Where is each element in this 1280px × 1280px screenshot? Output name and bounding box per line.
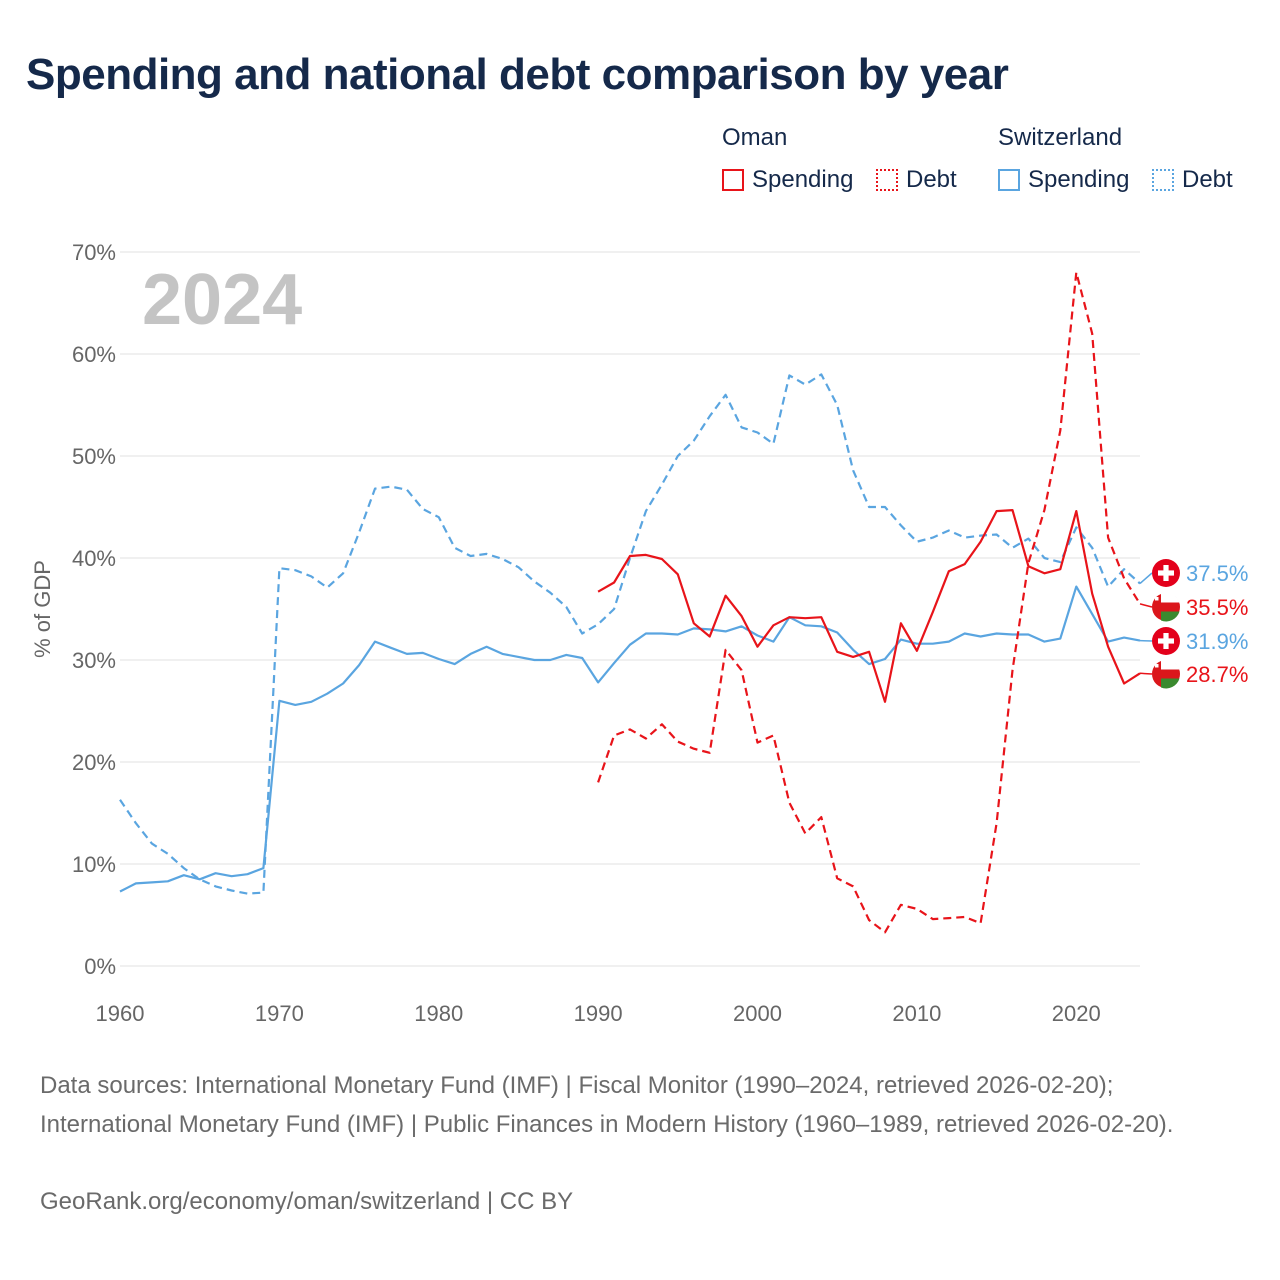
x-tick-label: 1990: [574, 1001, 623, 1026]
flag-emblem: [1155, 597, 1159, 601]
y-tick-label: 30%: [72, 648, 116, 673]
flag-cross-horizontal: [1158, 638, 1174, 644]
legend-label-oman-debt: Debt: [906, 166, 957, 193]
flag-green-band: [1161, 611, 1180, 622]
legend-switzerland-spending[interactable]: Spending: [998, 166, 1129, 194]
flag-green-band: [1161, 678, 1180, 689]
flag-white-band: [1161, 659, 1180, 670]
oman-spending-line: [597, 509, 1141, 703]
end-value-label: 28.7%: [1186, 662, 1248, 687]
legend-group-oman: Oman: [722, 124, 788, 151]
data-sources: Data sources: International Monetary Fun…: [40, 1072, 1174, 1138]
line-chart: 0% 10% 20% 30% 40% 50% 60% 70% 1960 1970 1980 1990 2…: [30, 240, 1248, 1026]
legend-swatch-switzerland-spending: [998, 169, 1020, 191]
x-tick-label: 2010: [892, 1001, 941, 1026]
end-label-connector: [1139, 672, 1153, 675]
switzerland-debt-line: [119, 373, 1141, 895]
legend-label-oman-spending: Spending: [752, 166, 854, 193]
end-label-connector: [1139, 572, 1153, 585]
year-watermark: 2024: [142, 260, 302, 340]
legend-swatch-oman-debt: [876, 169, 898, 191]
flag-emblem: [1155, 664, 1159, 668]
x-tick-label: 1980: [414, 1001, 463, 1026]
y-tick-label: 60%: [72, 342, 116, 367]
y-tick-label: 20%: [72, 750, 116, 775]
y-axis-label: % of GDP: [30, 560, 55, 658]
legend-group-switzerland: Switzerland: [998, 124, 1123, 151]
flag-cross-horizontal: [1158, 570, 1174, 576]
y-tick-label: 50%: [72, 444, 116, 469]
x-tick-label: 2020: [1052, 1001, 1101, 1026]
chart-title: Spending and national debt comparison by…: [26, 50, 1009, 99]
legend-oman-spending[interactable]: Spending: [722, 166, 853, 194]
y-tick-label: 0%: [84, 954, 116, 979]
y-tick-label: 10%: [72, 852, 116, 877]
legend-swatch-oman-spending: [722, 169, 744, 191]
legend-oman-debt[interactable]: Debt: [876, 166, 957, 194]
end-label-connector: [1139, 603, 1153, 608]
x-tick-label: 2000: [733, 1001, 782, 1026]
y-tick-label: 70%: [72, 240, 116, 265]
switzerland-spending-line: [119, 585, 1141, 893]
credit-link[interactable]: GeoRank.org/economy/oman/switzerland | C…: [40, 1188, 574, 1215]
end-value-label: 35.5%: [1186, 595, 1248, 620]
legend-label-switzerland-spending: Spending: [1028, 166, 1130, 193]
x-tick-label: 1960: [96, 1001, 145, 1026]
flag-white-band: [1161, 592, 1180, 603]
end-value-label: 37.5%: [1186, 561, 1248, 586]
end-value-label: 31.9%: [1186, 629, 1248, 654]
x-tick-label: 1970: [255, 1001, 304, 1026]
legend-swatch-switzerland-debt: [1152, 169, 1174, 191]
legend-label-switzerland-debt: Debt: [1182, 166, 1233, 193]
legend-switzerland-debt[interactable]: Debt: [1152, 166, 1233, 194]
y-tick-label: 40%: [72, 546, 116, 571]
oman-debt-line: [597, 271, 1141, 934]
